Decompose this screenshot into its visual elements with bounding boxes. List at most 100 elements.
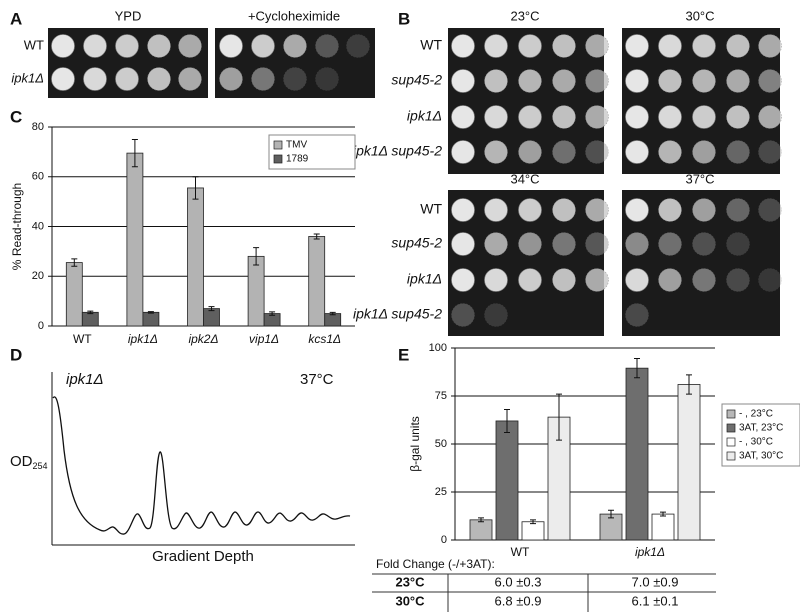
- bar: [203, 308, 220, 327]
- colony-spot: [552, 232, 576, 256]
- colony-spot: [51, 34, 75, 58]
- colony-spot: [658, 34, 682, 58]
- y-tick-label: 100: [429, 342, 447, 354]
- x-tick-label: kcs1Δ: [308, 332, 341, 346]
- colony-spot: [625, 69, 649, 93]
- y-axis-label: % Read-through: [10, 183, 24, 270]
- colony-spot: [552, 105, 576, 129]
- error-bar: [87, 310, 94, 315]
- y-axis-label-text: OD: [10, 453, 33, 470]
- x-tick-label: WT: [511, 545, 530, 559]
- bar: [495, 420, 519, 541]
- colony-spot: [726, 140, 750, 164]
- y-tick-label: 25: [435, 486, 447, 498]
- colony-spot: [658, 268, 682, 292]
- colony-spot: [147, 34, 171, 58]
- colony-spot: [758, 34, 782, 58]
- bar: [247, 255, 265, 327]
- legend-swatch: [726, 451, 736, 461]
- bar: [142, 311, 160, 327]
- error-bar: [208, 306, 215, 312]
- table-cell: 6.8 ±0.9: [495, 593, 542, 608]
- colony-spot: [552, 268, 576, 292]
- colony-spot: [451, 34, 475, 58]
- colony-spot: [758, 198, 782, 222]
- colony-spot: [484, 105, 508, 129]
- y-tick-label: 0: [441, 534, 447, 546]
- colony-spot: [625, 140, 649, 164]
- colony-spot: [115, 67, 139, 91]
- bar: [65, 262, 83, 327]
- colony-spot: [251, 34, 275, 58]
- colony-spot: [484, 140, 508, 164]
- legend-swatch: [726, 437, 736, 447]
- colony-spot: [585, 140, 609, 164]
- colony-spot: [518, 268, 542, 292]
- colony-spot: [585, 69, 609, 93]
- colony-spot: [552, 69, 576, 93]
- strain-label: WT: [24, 37, 44, 52]
- temperature-label: 30°C: [685, 8, 714, 23]
- y-axis-label: β-gal units: [408, 416, 422, 472]
- bar: [81, 311, 99, 327]
- condition-label: +Cycloheximide: [248, 8, 340, 23]
- colony-spot: [625, 303, 649, 327]
- bar: [469, 519, 493, 541]
- error-bar: [253, 247, 260, 266]
- colony-spot: [484, 303, 508, 327]
- error-bar: [530, 519, 536, 525]
- legend-label: - , 23°C: [739, 409, 773, 420]
- colony-spot: [484, 34, 508, 58]
- panel-label: B: [398, 9, 410, 28]
- colony-spot: [658, 69, 682, 93]
- error-bar: [660, 511, 666, 517]
- x-tick-label: ipk2Δ: [188, 332, 218, 346]
- error-bar: [686, 374, 692, 395]
- colony-spot: [758, 69, 782, 93]
- legend-swatch: [726, 423, 736, 433]
- strain-label: ipk1Δ: [11, 70, 44, 85]
- legend-label: 1789: [286, 154, 309, 165]
- colony-spot: [283, 67, 307, 91]
- colony-spot: [484, 232, 508, 256]
- colony-spot: [451, 69, 475, 93]
- colony-spot: [518, 198, 542, 222]
- legend-label: TMV: [286, 140, 307, 151]
- x-axis-label: Gradient Depth: [152, 548, 254, 565]
- colony-spot: [115, 34, 139, 58]
- colony-spot: [315, 34, 339, 58]
- colony-spot: [552, 198, 576, 222]
- error-bar: [131, 138, 138, 168]
- colony-spot: [692, 268, 716, 292]
- panel-label: C: [10, 107, 22, 126]
- colony-spot: [178, 34, 202, 58]
- colony-spot: [625, 34, 649, 58]
- error-bar: [269, 311, 276, 316]
- table-cell: 7.0 ±0.9: [632, 574, 679, 589]
- bar: [651, 513, 675, 541]
- x-tick-label: ipk1Δ: [128, 332, 158, 346]
- colony-spot: [585, 198, 609, 222]
- bar: [625, 367, 649, 541]
- colony-spot: [726, 105, 750, 129]
- y-tick-label: 80: [32, 121, 44, 133]
- legend-label: 3AT, 23°C: [739, 423, 783, 434]
- panel-label: A: [10, 9, 22, 28]
- temperature-label: 37°C: [300, 371, 334, 388]
- colony-spot: [518, 69, 542, 93]
- colony-spot: [451, 268, 475, 292]
- colony-spot: [315, 67, 339, 91]
- colony-spot: [51, 67, 75, 91]
- bar: [126, 152, 144, 327]
- bar: [308, 236, 326, 327]
- colony-spot: [758, 140, 782, 164]
- bar: [324, 313, 342, 327]
- y-axis-label-subscript: 254: [33, 461, 48, 471]
- strain-label: sup45-2: [391, 235, 442, 251]
- strain-label: ipk1Δ sup45-2: [353, 306, 442, 322]
- colony-spot: [484, 198, 508, 222]
- colony-spot: [758, 105, 782, 129]
- colony-spot: [658, 198, 682, 222]
- table-cell: 6.1 ±0.1: [632, 593, 679, 608]
- colony-spot: [451, 198, 475, 222]
